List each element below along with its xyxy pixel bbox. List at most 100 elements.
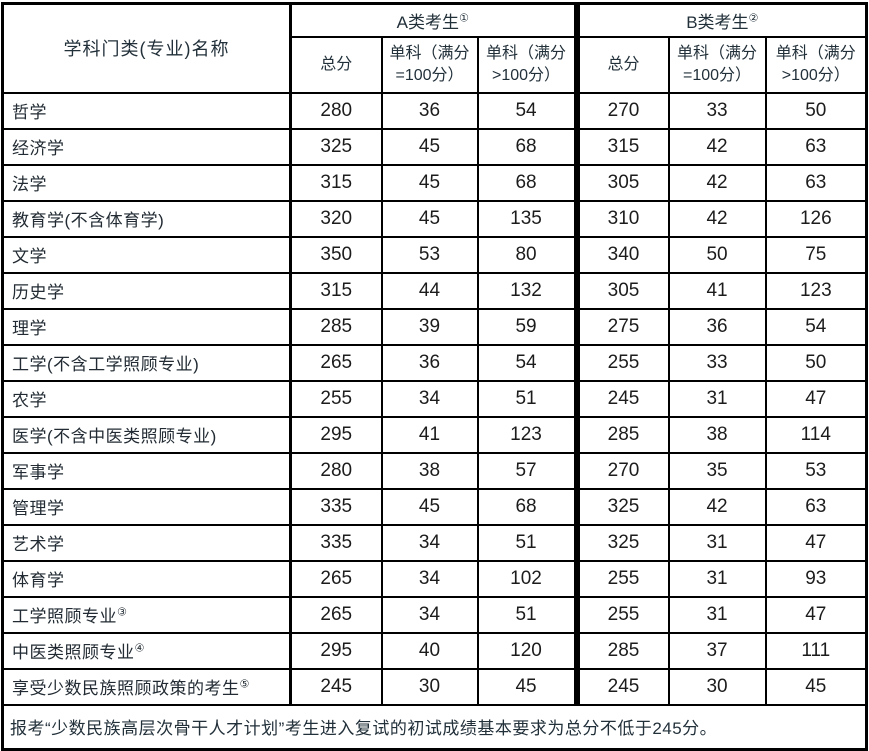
a-single-gt100-score: 132 (476, 271, 578, 310)
a-total-score: 280 (289, 451, 383, 490)
sub-header-row: 总分 单科（满分 =100分） 单科（满分 >100分） 总分 单科（满分 =1… (3, 35, 868, 94)
b-single-eq100-score: 30 (667, 667, 767, 706)
b-total-score: 305 (573, 271, 670, 310)
discipline-name-cell: 工学照顾专业③ (1, 595, 292, 634)
b-total-score: 325 (573, 523, 670, 562)
b-total-score: 305 (573, 163, 670, 202)
a-single-eq100-score: 45 (380, 127, 479, 166)
a-total-score: 285 (289, 307, 383, 346)
a-total-score: 265 (289, 343, 383, 382)
table-row: 经济学 325 45 68 315 42 63 (1, 127, 868, 166)
a-single-gt100-score: 120 (476, 631, 578, 670)
a-single-gt100-score: 135 (476, 199, 578, 238)
table-row: 文学 350 53 80 340 50 75 (1, 235, 868, 274)
a-single-gt100-score: 68 (476, 163, 578, 202)
b-single-gt100-score: 111 (764, 631, 868, 670)
b-total-score: 245 (573, 667, 670, 706)
b-single-gt100-score: 63 (764, 163, 868, 202)
group-header-row: 学科门类(专业)名称 A类考生① B类考生② (1, 2, 868, 94)
a-total-score: 265 (289, 595, 383, 634)
b-total-score: 255 (573, 343, 670, 382)
column-header-b-total: 总分 (573, 35, 670, 94)
a-single-eq100-score: 36 (380, 343, 479, 382)
b-single-eq100-score: 50 (667, 235, 767, 274)
discipline-name: 农学 (12, 391, 47, 410)
discipline-name-cell: 历史学 (1, 271, 292, 310)
a-single-eq100-score: 44 (380, 271, 479, 310)
a-total-score: 335 (289, 523, 383, 562)
group-a-footnote-mark: ① (459, 12, 469, 25)
discipline-name: 经济学 (12, 139, 65, 158)
b-total-score: 255 (573, 595, 670, 634)
discipline-name-cell: 管理学 (1, 487, 292, 526)
group-header-a: A类考生① (288, 2, 578, 38)
discipline-name-cell: 医学(不含中医类照顾专业) (1, 415, 292, 454)
table-row: 艺术学 335 34 51 325 31 47 (1, 523, 868, 562)
a-total-score: 335 (289, 487, 383, 526)
b-single-eq100-score: 31 (667, 559, 767, 598)
discipline-name: 工学照顾专业 (12, 607, 117, 626)
a-single-eq100-score: 36 (380, 91, 479, 130)
group-b-label: B类考生 (686, 12, 749, 32)
b-single-eq100-score: 33 (667, 91, 767, 130)
discipline-name-cell: 体育学 (1, 559, 292, 598)
b-single-gt100-score: 53 (764, 451, 868, 490)
a-single-gt100-score: 54 (476, 91, 578, 130)
table-row: 管理学 335 45 68 325 42 63 (1, 487, 868, 526)
a-total-score: 245 (289, 667, 383, 706)
b-total-score: 270 (573, 451, 670, 490)
a-single-gt100-score: 68 (476, 487, 578, 526)
discipline-name-cell: 工学(不含工学照顾专业) (1, 343, 292, 382)
discipline-footnote-mark: ④ (134, 642, 145, 655)
discipline-name: 艺术学 (12, 535, 65, 554)
discipline-name: 哲学 (12, 103, 47, 122)
discipline-name: 享受少数民族照顾政策的考生 (12, 679, 240, 698)
discipline-footnote-mark: ⑤ (239, 678, 250, 691)
b-single-gt100-score: 47 (764, 595, 868, 634)
b-single-gt100-score: 45 (764, 667, 868, 706)
b-total-score: 285 (573, 415, 670, 454)
discipline-name-cell: 哲学 (1, 91, 292, 130)
discipline-name: 工学(不含工学照顾专业) (12, 355, 200, 374)
a-single-gt100-score: 45 (476, 667, 578, 706)
a-total-score: 295 (289, 415, 383, 454)
table-row: 农学 255 34 51 245 31 47 (1, 379, 868, 418)
b-single-eq100-score: 33 (667, 343, 767, 382)
discipline-name-cell: 军事学 (1, 451, 292, 490)
discipline-name: 文学 (12, 247, 47, 266)
b-total-score: 285 (573, 631, 670, 670)
b-single-gt100-score: 93 (764, 559, 868, 598)
b-single-eq100-score: 36 (667, 307, 767, 346)
b-single-eq100-score: 42 (667, 487, 767, 526)
discipline-name: 医学(不含中医类照顾专业) (12, 427, 217, 446)
a-single-eq100-score: 53 (380, 235, 479, 274)
b-single-eq100-score: 31 (667, 523, 767, 562)
table-row: 历史学 315 44 132 305 41 123 (1, 271, 868, 310)
b-single-eq100-score: 37 (667, 631, 767, 670)
group-a-label: A类考生 (396, 12, 459, 32)
table-row: 军事学 280 38 57 270 35 53 (1, 451, 868, 490)
a-single-gt100-score: 54 (476, 343, 578, 382)
table-row: 中医类照顾专业④ 295 40 120 285 37 111 (1, 631, 868, 670)
a-single-gt100-score: 57 (476, 451, 578, 490)
discipline-name: 法学 (12, 175, 47, 194)
discipline-footnote-mark: ③ (117, 606, 128, 619)
b-total-score: 255 (573, 559, 670, 598)
a-single-eq100-score: 34 (380, 559, 479, 598)
b-single-gt100-score: 63 (764, 487, 868, 526)
discipline-name-cell: 享受少数民族照顾政策的考生⑤ (1, 667, 292, 706)
b-total-score: 270 (573, 91, 670, 130)
a-single-gt100-score: 59 (476, 307, 578, 346)
a-total-score: 315 (289, 271, 383, 310)
b-single-gt100-score: 50 (764, 343, 868, 382)
discipline-name: 中医类照顾专业 (12, 643, 135, 662)
a-single-eq100-score: 45 (380, 199, 479, 238)
a-total-score: 265 (289, 559, 383, 598)
a-single-gt100-score: 68 (476, 127, 578, 166)
a-single-eq100-score: 30 (380, 667, 479, 706)
a-total-score: 255 (289, 379, 383, 418)
footnote-row: 报考“少数民族高层次骨干人才计划”考生进入复试的初试成绩基本要求为总分不低于24… (1, 703, 868, 751)
footnote: 报考“少数民族高层次骨干人才计划”考生进入复试的初试成绩基本要求为总分不低于24… (1, 703, 868, 751)
group-header-b: B类考生② (573, 2, 868, 38)
